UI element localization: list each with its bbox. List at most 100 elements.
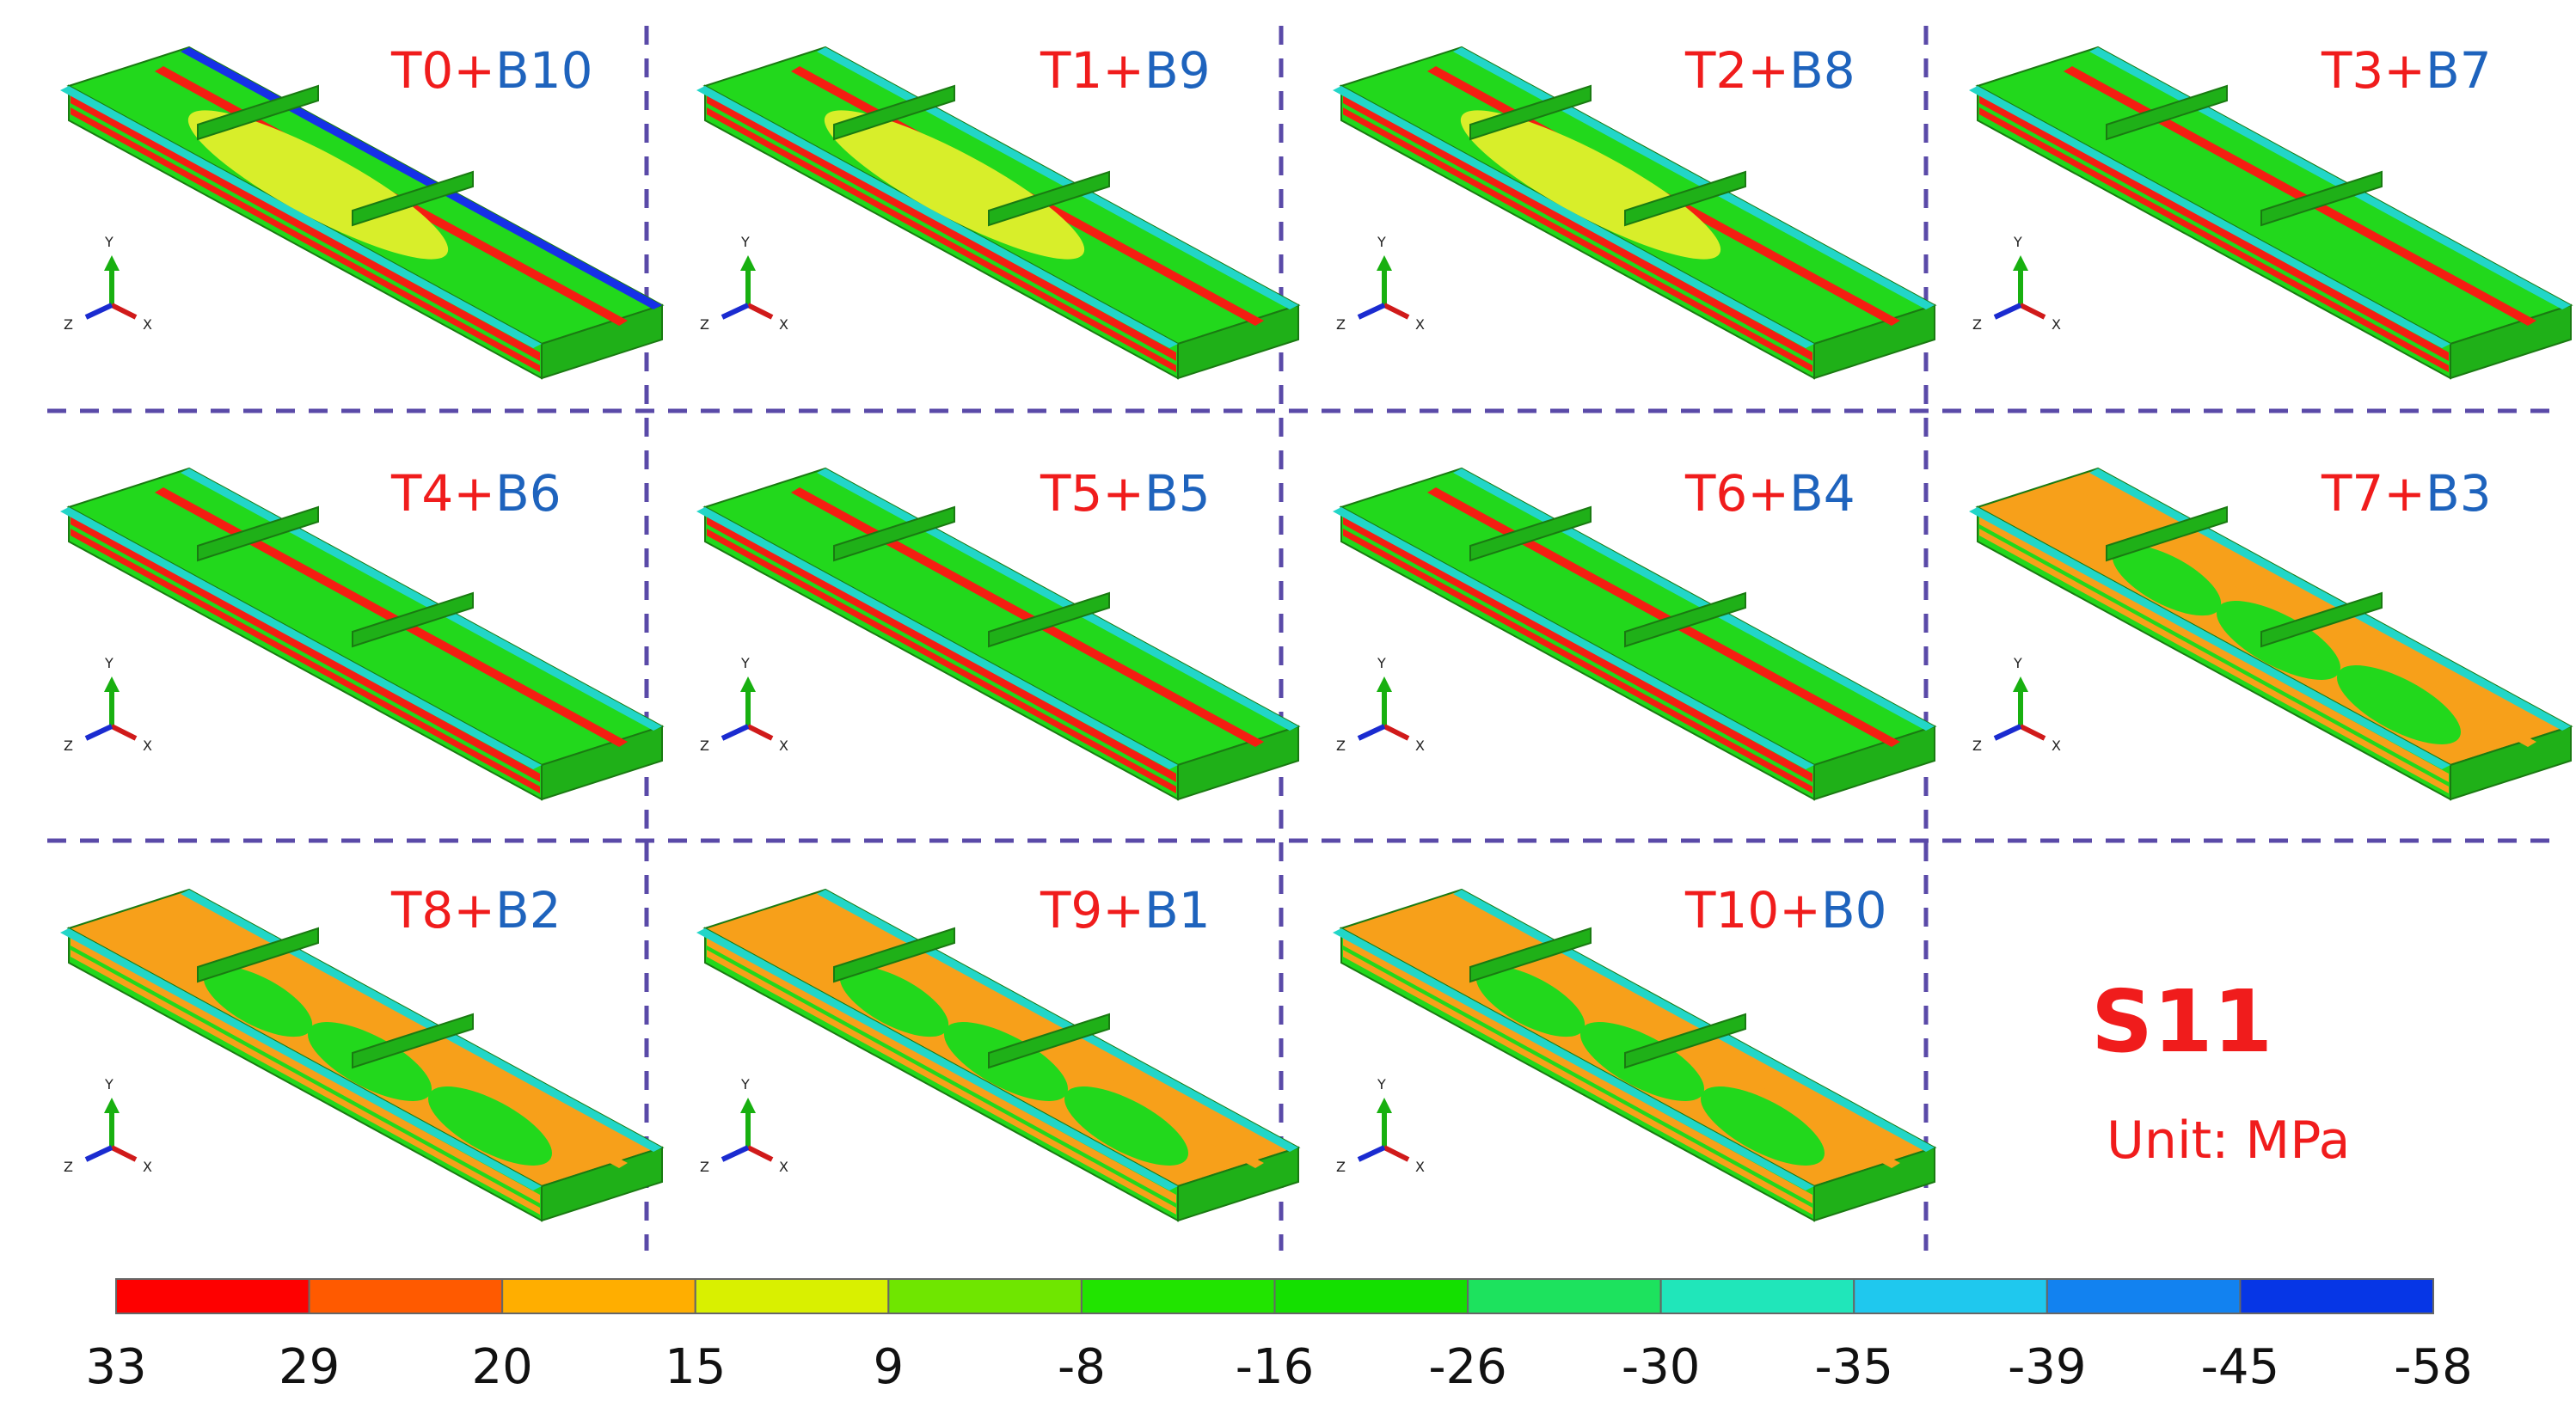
- axis-triad: Y X Z: [1972, 234, 2061, 333]
- axis-z-label: Z: [64, 1159, 73, 1175]
- beam-rib: [197, 84, 319, 141]
- edge-stripe: [1333, 928, 1814, 1190]
- bottom-condition: B5: [1144, 464, 1211, 523]
- bottom-condition: B10: [494, 41, 593, 100]
- stress-stripe: [155, 487, 628, 747]
- beam-model: Y X Z: [60, 467, 665, 801]
- colorbar-tick-label: 9: [873, 1339, 905, 1395]
- beam-rib: [2260, 170, 2383, 227]
- colorbar-tick-label: -16: [1235, 1339, 1315, 1395]
- axis-z-label: Z: [64, 737, 73, 754]
- beam-model: Y X Z: [60, 46, 665, 380]
- axis-x-label: X: [2052, 737, 2061, 754]
- stress-stripe: [707, 107, 1176, 372]
- edge-stripe: [817, 890, 1298, 1152]
- bottom-condition: B7: [2425, 41, 2492, 100]
- stress-stripe: [1979, 516, 2449, 782]
- bottom-condition: B3: [2425, 464, 2492, 523]
- axis-triad: Y X Z: [700, 655, 788, 754]
- stress-stripe: [1979, 107, 2449, 372]
- stress-stripe: [1343, 107, 1812, 372]
- axis-x-label: X: [779, 737, 788, 754]
- axis-z-line: [1357, 303, 1386, 320]
- axis-z-line: [1993, 303, 2022, 320]
- axis-z-label: Z: [1336, 1159, 1346, 1175]
- stress-region: [1460, 110, 1721, 260]
- top-condition: T2: [1685, 41, 1748, 100]
- axis-triad: Y X Z: [700, 234, 788, 333]
- edge-stripe: [817, 468, 1298, 731]
- axis-y-label: Y: [1377, 234, 1386, 250]
- axis-z-label: Z: [64, 316, 73, 333]
- colorbar-swatch: [308, 1278, 504, 1314]
- stress-stripe: [707, 950, 1176, 1215]
- stress-stripe: [71, 937, 540, 1203]
- edge-stripe: [181, 47, 662, 309]
- axis-triad: Y X Z: [64, 1076, 152, 1175]
- stress-region: [2336, 665, 2462, 744]
- edge-stripe: [1453, 47, 1935, 309]
- colorbar-swatch: [115, 1278, 310, 1314]
- beam-rib: [988, 170, 1110, 227]
- stress-stripe: [707, 937, 1176, 1203]
- axis-z-line: [84, 303, 113, 320]
- beam-model: Y X Z: [1333, 467, 1937, 801]
- axis-x-line: [110, 724, 138, 741]
- beam-rib: [197, 505, 319, 562]
- plus-sign: +: [2383, 464, 2426, 523]
- axis-z-label: Z: [1972, 737, 1982, 754]
- stress-stripe: [155, 909, 628, 1168]
- bottom-condition: B0: [1820, 881, 1887, 939]
- colorbar-tick-label: -30: [1621, 1339, 1701, 1395]
- axis-x-label: X: [1415, 737, 1425, 754]
- axis-z-line: [84, 1145, 113, 1162]
- stress-stripe: [707, 516, 1176, 782]
- stress-stripe: [1979, 529, 2449, 793]
- colorbar-tick-label: 33: [85, 1339, 147, 1395]
- axis-z-label: Z: [700, 1159, 709, 1175]
- colorbar-tick-label: -39: [2008, 1339, 2087, 1395]
- axis-x-label: X: [1415, 1159, 1425, 1175]
- colorbar-tick-label: 29: [278, 1339, 340, 1395]
- axis-y-arrow: [740, 1098, 756, 1113]
- beam-rib: [833, 927, 955, 983]
- stress-stripe: [71, 516, 540, 782]
- edge-stripe: [60, 928, 542, 1190]
- stress-stripe: [791, 909, 1264, 1168]
- axis-y-label: Y: [740, 234, 750, 250]
- top-condition: T7: [2321, 464, 2384, 523]
- stress-stripe: [2064, 487, 2536, 747]
- colorbar-swatch: [1467, 1278, 1662, 1314]
- beam-rib: [1624, 1013, 1746, 1069]
- edge-stripe: [1453, 468, 1935, 731]
- top-condition: T0: [391, 41, 454, 100]
- bottom-condition: B4: [1788, 464, 1855, 523]
- axis-y-label: Y: [740, 655, 750, 671]
- stress-stripe: [1343, 516, 1812, 782]
- stress-stripe: [1427, 487, 1900, 747]
- axis-x-line: [2019, 724, 2046, 741]
- panel-label: T10+B0: [1685, 881, 1887, 939]
- edge-stripe: [1333, 86, 1814, 348]
- beam-rib: [352, 1013, 474, 1069]
- axis-z-line: [84, 724, 113, 741]
- plus-sign: +: [453, 41, 495, 100]
- axis-y-arrow: [1377, 1098, 1392, 1113]
- top-condition: T5: [1040, 464, 1103, 523]
- panel-label: T4+B6: [391, 464, 561, 523]
- bottom-condition: B2: [494, 881, 561, 939]
- edge-stripe: [2089, 47, 2571, 309]
- stress-stripe: [1343, 950, 1812, 1215]
- beam-model: Y X Z: [696, 467, 1301, 801]
- bottom-condition: B9: [1144, 41, 1211, 100]
- panel-label: T2+B8: [1685, 41, 1855, 100]
- axis-y-arrow: [740, 676, 756, 692]
- plus-sign: +: [1747, 41, 1789, 100]
- panel-label: T8+B2: [391, 881, 561, 939]
- axis-y-label: Y: [1377, 655, 1386, 671]
- beam-rib: [833, 505, 955, 562]
- edge-stripe: [696, 928, 1178, 1190]
- axis-y-arrow: [2013, 676, 2028, 692]
- axis-triad: Y X Z: [1336, 234, 1425, 333]
